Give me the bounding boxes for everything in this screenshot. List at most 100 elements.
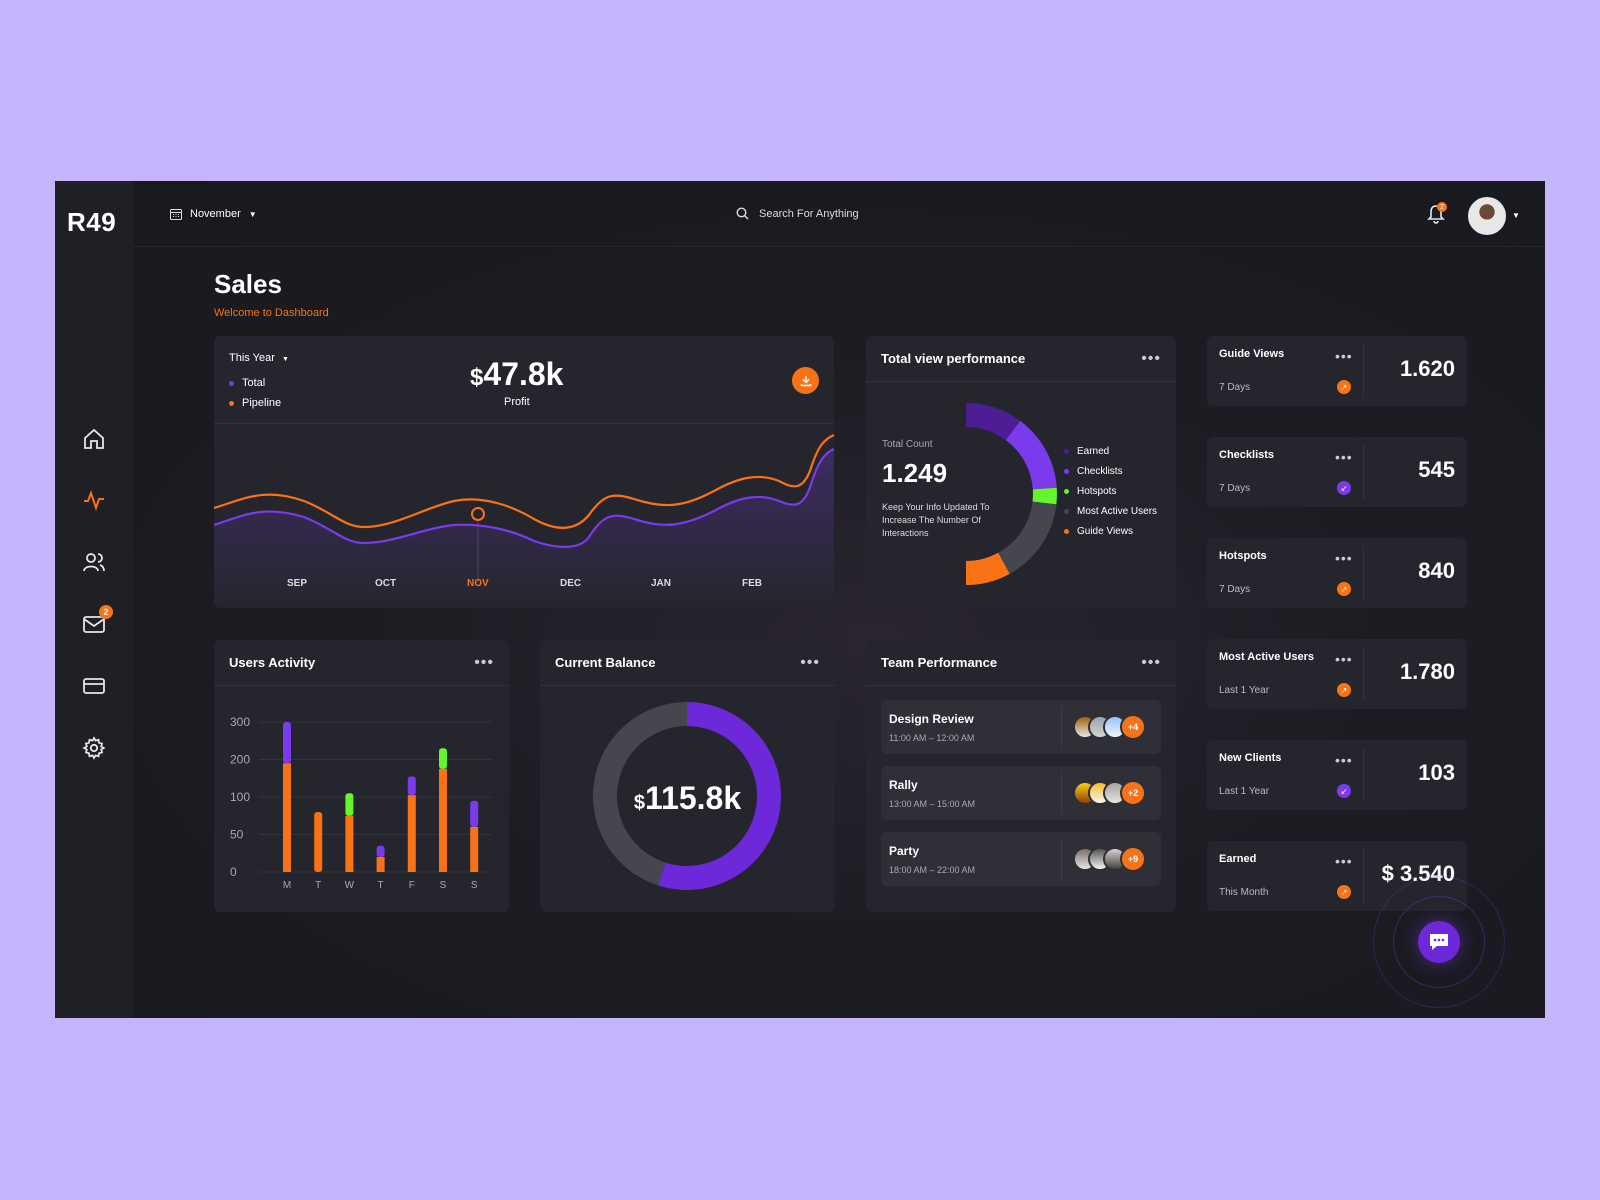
- bar-segment-orange[interactable]: [407, 795, 416, 872]
- bar-segment-orange[interactable]: [314, 812, 323, 872]
- stat-value: 545: [1418, 457, 1455, 482]
- more-options-icon[interactable]: •••: [1141, 349, 1161, 367]
- donut-slice-most-active-users[interactable]: [997, 501, 1057, 574]
- month-label-sep: SEP: [287, 578, 308, 589]
- donut-slice-guide-views[interactable]: [965, 552, 1010, 585]
- more-options-icon[interactable]: •••: [1141, 653, 1161, 671]
- team-event-row[interactable]: Party 18:00 AM – 22:00 AM +9: [881, 832, 1161, 886]
- balance-amount: 115.8k: [645, 780, 742, 816]
- calendar-icon: [170, 209, 182, 220]
- home-icon[interactable]: [81, 426, 107, 452]
- event-name: Party: [889, 844, 920, 858]
- current-balance-card: Current Balance ••• $115.8k: [540, 640, 835, 912]
- notification-badge: 2: [1437, 202, 1447, 212]
- legend-dot: [229, 400, 234, 406]
- bar-segment-green[interactable]: [345, 793, 354, 816]
- settings-gear-icon[interactable]: [81, 735, 107, 761]
- stat-period: 7 Days: [1219, 584, 1251, 595]
- x-tick-label: T: [378, 880, 384, 891]
- legend-dot: [1064, 448, 1069, 454]
- divider: [1061, 772, 1062, 814]
- legend-dot: [1064, 468, 1069, 474]
- legend-dot: [1064, 508, 1069, 514]
- trend-down-icon: ↙: [1337, 784, 1351, 798]
- search-bar[interactable]: Search For Anything: [736, 207, 859, 220]
- trend-up-icon: ↗: [1337, 885, 1351, 899]
- trend-down-icon: ↙: [1337, 481, 1351, 495]
- bar-segment-orange[interactable]: [345, 815, 354, 872]
- bar-segment-purple[interactable]: [470, 800, 479, 827]
- legend-label: Total: [242, 377, 266, 389]
- series-total-line: [214, 447, 834, 548]
- bar-segment-orange[interactable]: [376, 857, 385, 872]
- view-performance-card: Total view performance ••• Total Count 1…: [866, 336, 1176, 608]
- balance-slice-gray: [593, 702, 688, 886]
- divider: [1363, 849, 1364, 903]
- mail-icon[interactable]: 2: [81, 605, 113, 637]
- bar-segment-purple[interactable]: [283, 722, 291, 764]
- series-total-area: [214, 449, 834, 608]
- donut-slice-earned[interactable]: [965, 403, 1021, 441]
- chevron-down-icon: ▼: [281, 356, 289, 363]
- more-members-badge[interactable]: +2: [1120, 780, 1146, 806]
- notifications-bell-icon[interactable]: 2: [1427, 202, 1447, 226]
- page-subtitle: Welcome to Dashboard: [214, 307, 329, 319]
- legend-item-guide-views: Guide Views: [1064, 522, 1157, 542]
- donut-slice-hotspots[interactable]: [1032, 487, 1057, 505]
- stat-value: 1.620: [1399, 356, 1455, 381]
- users-icon[interactable]: [81, 549, 107, 575]
- period-selector[interactable]: This Year ▼: [229, 352, 289, 364]
- bar-segment-orange[interactable]: [283, 763, 291, 872]
- download-button[interactable]: [792, 367, 819, 394]
- more-members-badge[interactable]: +4: [1120, 714, 1146, 740]
- team-event-row[interactable]: Design Review 11:00 AM – 12:00 AM +4: [881, 700, 1161, 754]
- view-performance-donut: [965, 403, 1057, 585]
- legend-dot: [1064, 488, 1069, 494]
- bar-segment-orange[interactable]: [470, 827, 479, 872]
- avatar-chevron-down-icon[interactable]: ▼: [1512, 211, 1520, 220]
- divider: [1363, 647, 1364, 701]
- download-icon: [800, 375, 811, 386]
- more-options-icon[interactable]: •••: [1335, 449, 1353, 465]
- donut-slice-checklists[interactable]: [1005, 420, 1057, 490]
- highlight-point[interactable]: [471, 507, 485, 521]
- month-selector[interactable]: November ▼: [170, 208, 257, 220]
- more-options-icon[interactable]: •••: [1335, 853, 1353, 869]
- card-header: Users Activity •••: [214, 640, 509, 686]
- legend-label: Guide Views: [1077, 526, 1133, 537]
- bar-segment-purple[interactable]: [376, 845, 385, 857]
- more-members-badge[interactable]: +9: [1120, 846, 1146, 872]
- team-performance-card: Team Performance ••• Design Review 11:00…: [866, 640, 1176, 912]
- trend-up-icon: ↗: [1337, 380, 1351, 394]
- bar-segment-purple[interactable]: [407, 776, 416, 796]
- more-options-icon[interactable]: •••: [474, 653, 494, 671]
- team-event-row[interactable]: Rally 13:00 AM – 15:00 AM +2: [881, 766, 1161, 820]
- more-options-icon[interactable]: •••: [1335, 550, 1353, 566]
- month-label-jan: JAN: [651, 578, 672, 589]
- period-label: This Year: [229, 352, 275, 364]
- divider: [1061, 838, 1062, 880]
- total-count-label: Total Count: [882, 439, 933, 450]
- search-input[interactable]: Search For Anything: [759, 207, 859, 220]
- x-tick-label: S: [471, 880, 478, 891]
- legend-label: Pipeline: [242, 397, 282, 409]
- profit-amount: 47.8k: [483, 356, 564, 392]
- activity-icon[interactable]: [81, 487, 107, 513]
- more-options-icon[interactable]: •••: [1335, 752, 1353, 768]
- more-options-icon[interactable]: •••: [1335, 651, 1353, 667]
- y-tick-label: 100: [230, 790, 250, 804]
- view-performance-legend: Earned Checklists Hotspots Most Active U…: [1064, 442, 1157, 542]
- bar-segment-green[interactable]: [439, 748, 447, 769]
- stat-period: This Month: [1219, 887, 1269, 898]
- profit-currency: $: [470, 364, 484, 391]
- profit-value: $47.8k: [470, 356, 563, 393]
- more-options-icon[interactable]: •••: [800, 653, 820, 671]
- stat-title: Hotspots: [1219, 550, 1267, 562]
- user-avatar[interactable]: [1468, 197, 1506, 235]
- credit-card-icon[interactable]: [81, 673, 107, 699]
- chat-button[interactable]: [1418, 921, 1460, 963]
- bar-segment-orange[interactable]: [439, 768, 447, 872]
- event-time: 13:00 AM – 15:00 AM: [889, 799, 976, 809]
- more-options-icon[interactable]: •••: [1335, 348, 1353, 364]
- legend-item-most-active-users: Most Active Users: [1064, 502, 1157, 522]
